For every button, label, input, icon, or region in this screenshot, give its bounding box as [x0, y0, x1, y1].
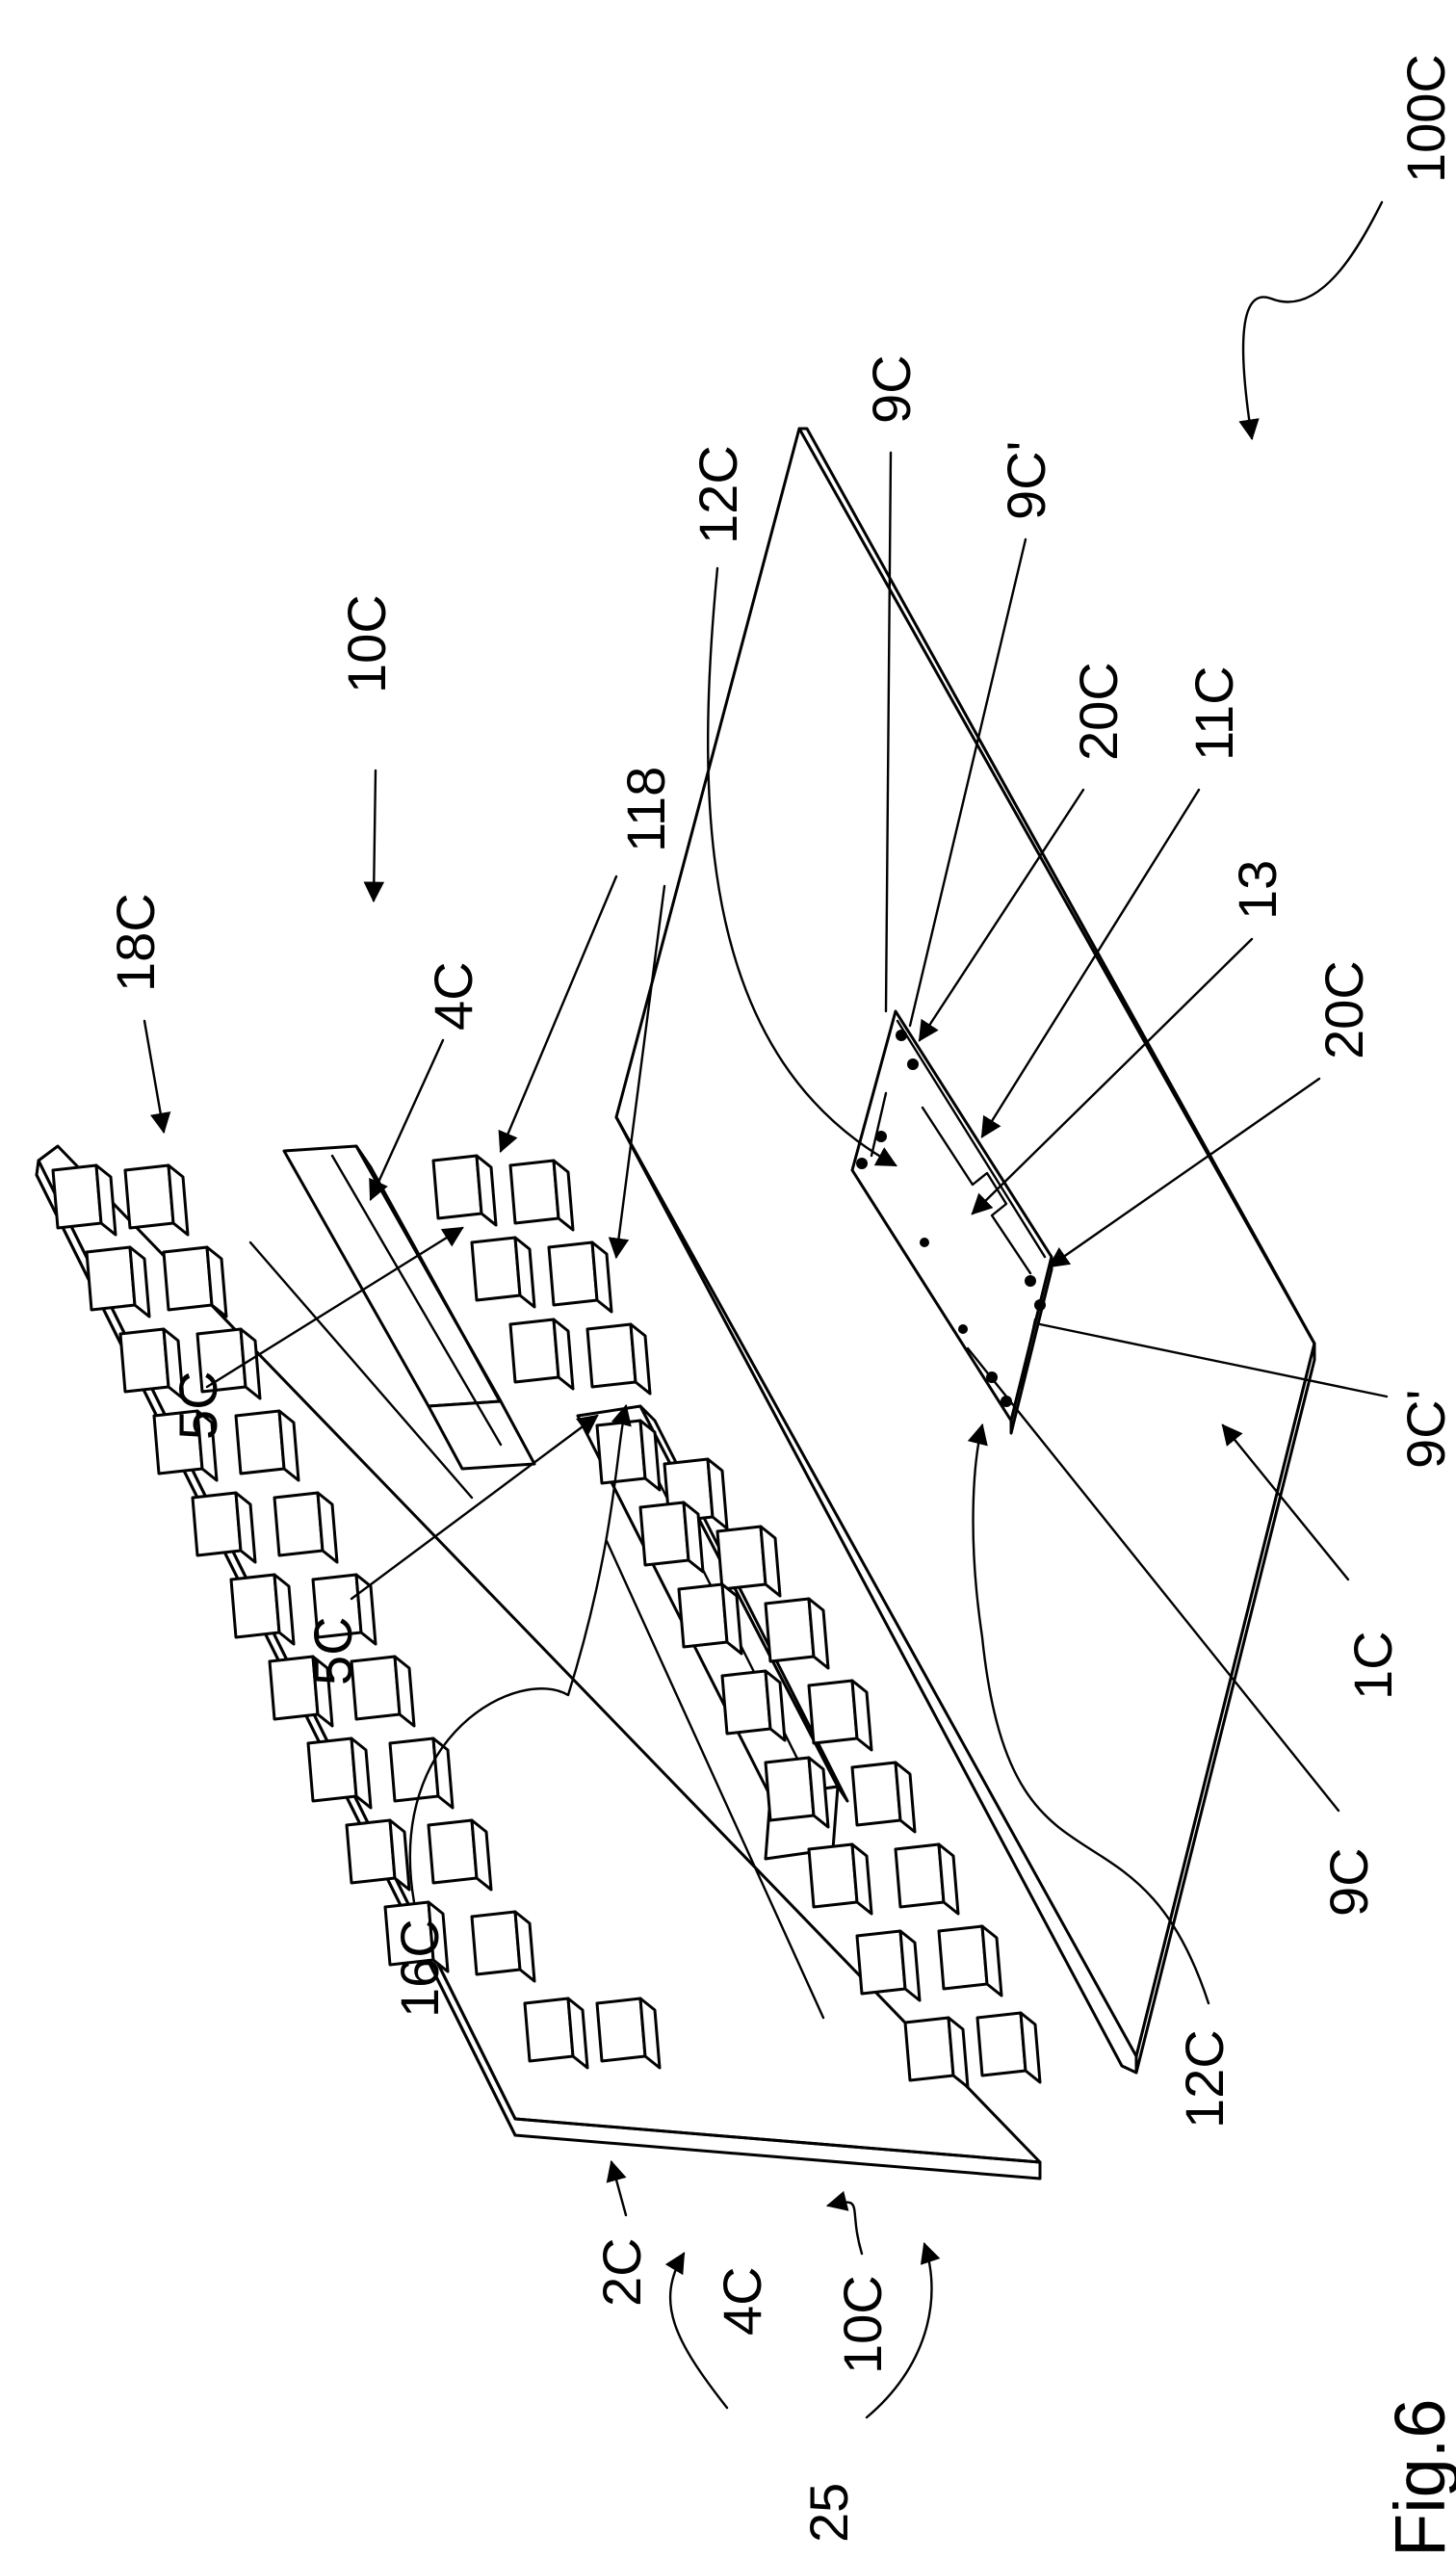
label-25: 25: [798, 2483, 859, 2543]
label-9C-bot: 9C: [1318, 1847, 1379, 1917]
label-9Cp-top: 9C': [996, 441, 1056, 520]
label-100C: 100C: [1395, 54, 1456, 183]
label-4C-bot: 4C: [712, 2266, 772, 2336]
label-5C-b: 5C: [302, 1616, 363, 1685]
label-20C-top: 20C: [1068, 662, 1129, 761]
label-10C-top: 10C: [336, 594, 397, 693]
label-9C-top: 9C: [861, 354, 922, 424]
label-13: 13: [1227, 860, 1287, 920]
label-20C-bot: 20C: [1313, 960, 1374, 1059]
label-12C-bot: 12C: [1174, 2029, 1235, 2128]
label-5C-a: 5C: [168, 1371, 228, 1440]
label-2C: 2C: [591, 2237, 652, 2307]
label-11C: 11C: [1183, 666, 1244, 761]
label-10C-bot: 10C: [832, 2275, 893, 2374]
label-12C-top: 12C: [688, 445, 748, 544]
label-16C: 16C: [389, 1919, 450, 2018]
label-1C: 1C: [1342, 1631, 1403, 1700]
label-18C: 18C: [105, 893, 166, 992]
label-9Cp-bot: 9C': [1395, 1390, 1456, 1469]
figure-caption: Fig.6: [1380, 2398, 1456, 2557]
label-4C-top: 4C: [423, 961, 483, 1031]
label-118: 118: [615, 767, 676, 852]
